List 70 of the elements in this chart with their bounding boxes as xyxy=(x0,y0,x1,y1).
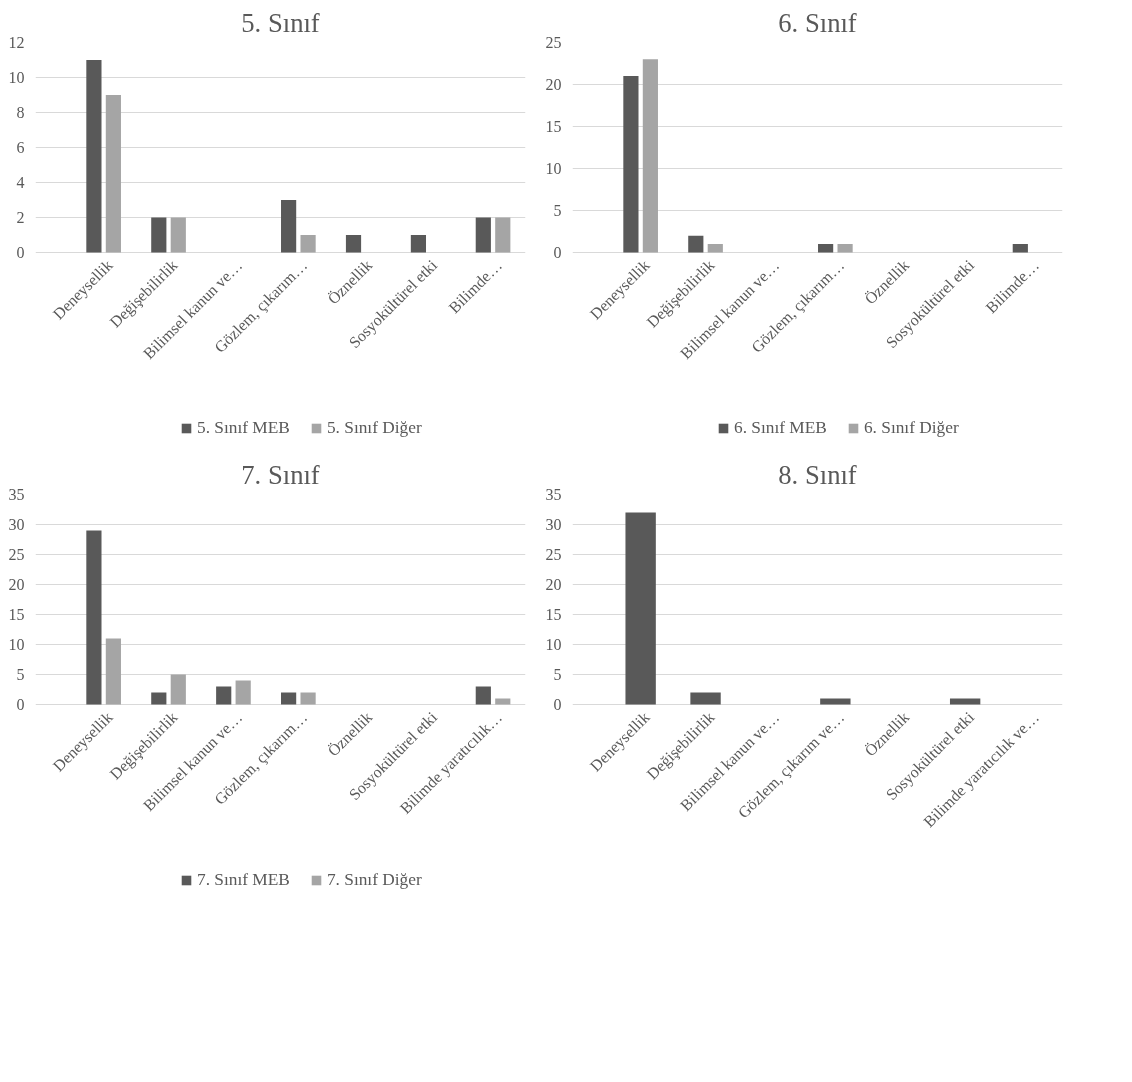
legend-label: 7. Sınıf MEB xyxy=(197,870,290,890)
bar xyxy=(475,686,491,705)
y-tick-label: 5 xyxy=(553,666,562,683)
bar xyxy=(949,698,981,705)
bar xyxy=(105,95,121,253)
y-tick-label: 30 xyxy=(545,516,562,533)
y-tick-label: 10 xyxy=(8,636,25,653)
y-tick-label: 15 xyxy=(8,606,25,623)
legend-label: 5. Sınıf Diğer xyxy=(326,418,422,438)
y-tick-label: 12 xyxy=(8,34,25,51)
bar xyxy=(281,692,297,705)
y-tick-label: 5 xyxy=(16,666,25,683)
bar xyxy=(281,200,297,253)
bar xyxy=(216,686,232,705)
y-tick-label: 30 xyxy=(8,516,25,533)
y-tick-label: 20 xyxy=(8,576,25,593)
chart-title: 8. Sınıf xyxy=(778,459,857,490)
y-tick-label: 15 xyxy=(545,118,562,135)
y-tick-label: 25 xyxy=(545,546,562,563)
y-tick-label: 6 xyxy=(16,139,25,156)
bar xyxy=(1012,244,1028,253)
y-tick-label: 5 xyxy=(553,202,562,219)
y-tick-label: 25 xyxy=(545,34,562,51)
bar xyxy=(300,235,316,253)
y-tick-label: 10 xyxy=(545,636,562,653)
y-tick-label: 10 xyxy=(8,69,25,86)
bar xyxy=(170,217,186,253)
bar xyxy=(688,235,704,253)
chart-title: 6. Sınıf xyxy=(778,7,857,38)
y-tick-label: 4 xyxy=(16,174,25,191)
y-tick-label: 10 xyxy=(545,160,562,177)
bar xyxy=(820,698,851,705)
legend-label: 7. Sınıf Diğer xyxy=(326,870,422,890)
y-tick-label: 35 xyxy=(8,486,25,503)
y-tick-label: 20 xyxy=(545,76,562,93)
y-tick-label: 35 xyxy=(545,486,562,503)
bar xyxy=(495,698,511,705)
bar xyxy=(86,60,102,253)
bar xyxy=(105,638,121,705)
bar xyxy=(837,244,853,253)
bar xyxy=(345,235,362,253)
bar xyxy=(151,217,167,253)
legend-label: 5. Sınıf MEB xyxy=(197,418,290,438)
y-tick-label: 15 xyxy=(545,606,562,623)
chart-title: 7. Sınıf xyxy=(241,459,320,490)
bar xyxy=(170,674,186,705)
bar xyxy=(235,680,251,705)
y-tick-label: 0 xyxy=(16,244,25,261)
y-tick-label: 0 xyxy=(553,696,562,713)
y-tick-label: 20 xyxy=(545,576,562,593)
bar xyxy=(151,692,167,705)
legend-label: 6. Sınıf MEB xyxy=(734,418,827,438)
bar xyxy=(86,530,102,705)
legend-label: 6. Sınıf Diğer xyxy=(863,418,959,438)
bar xyxy=(475,217,491,253)
bar xyxy=(625,512,656,705)
y-tick-label: 25 xyxy=(8,546,25,563)
chart-title: 5. Sınıf xyxy=(241,7,320,38)
bar xyxy=(690,692,721,705)
bar xyxy=(707,244,723,253)
bar xyxy=(495,217,511,253)
y-tick-label: 2 xyxy=(16,209,25,226)
y-tick-label: 0 xyxy=(553,244,562,261)
bar xyxy=(623,76,639,253)
bar xyxy=(642,59,658,253)
bar xyxy=(818,244,834,253)
bar xyxy=(300,692,316,705)
y-tick-label: 0 xyxy=(16,696,25,713)
y-tick-label: 8 xyxy=(16,104,25,121)
bar xyxy=(410,235,427,253)
